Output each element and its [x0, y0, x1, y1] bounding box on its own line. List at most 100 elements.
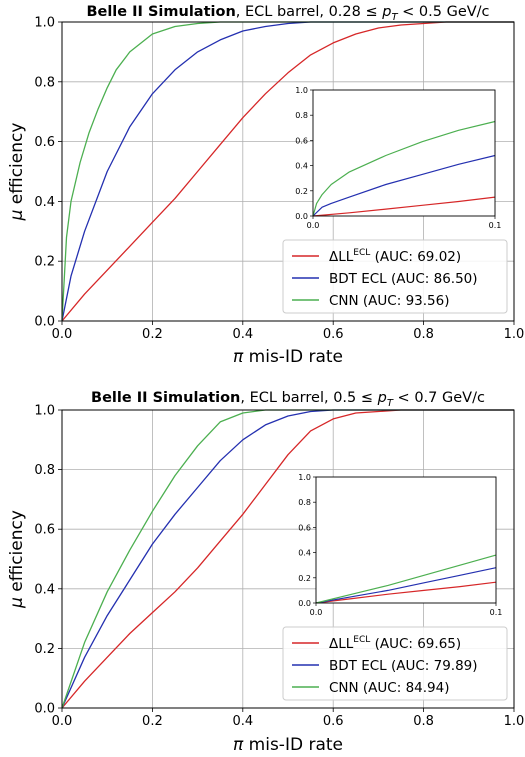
title-variable: p: [377, 390, 387, 406]
legend-name: ΔLL: [329, 636, 354, 652]
y-tick-label: 1.0: [34, 404, 55, 419]
x-tick-label: 0.8: [413, 327, 434, 342]
legend-name: BDT ECL: [329, 271, 387, 287]
series-line-1: [61, 409, 514, 709]
x-axis-symbol: π: [233, 735, 244, 755]
title-tail: < 0.7 GeV/c: [393, 390, 485, 406]
title-subscript: T: [387, 398, 394, 409]
legend-entry-2: BDT ECL (AUC: 86.50): [329, 271, 478, 287]
inset-y-tick-label: 0.0: [298, 599, 311, 608]
legend-box: [282, 239, 508, 314]
x-tick-label: 0.0: [52, 714, 73, 729]
chart-title: Belle II Simulation, ECL barrel, 0.5 ≤ p…: [91, 390, 485, 409]
x-tick-label: 0.2: [142, 714, 163, 729]
x-tick-label: 0.4: [232, 327, 253, 342]
inset-frame: [315, 476, 497, 604]
inset-x-tick-label: 0.1: [490, 608, 503, 617]
y-axis-text: efficiency: [7, 123, 27, 210]
inset-x-tick-label: 0.0: [310, 608, 323, 617]
y-tick-label: 0.2: [34, 642, 55, 657]
inset-y-tick-label: 0.2: [295, 187, 308, 196]
inset-x-tick-label: 0.1: [489, 221, 502, 230]
y-tick-label: 0.4: [34, 582, 55, 597]
y-tick-label: 0.6: [34, 523, 55, 538]
chart-panel-2: 0.0 0.2 0.4 0.6 0.8 1.0 0.0 0.2 0.4 0.6 0.8 1.0 Bell…: [7, 390, 524, 755]
inset-y-tick-label: 0.4: [295, 162, 308, 171]
inset-y-tick-label: 1.0: [295, 86, 308, 95]
inset-y-tick-label: 0.8: [295, 111, 308, 120]
inset-x-tick-label: 0.0: [307, 221, 320, 230]
chart-panel-1: 0.0 0.2 0.4 0.6 0.8 1.0 0.0 0.2 0.4 0.6 0.8 1.0 Bell…: [7, 4, 524, 367]
series-line-2: [61, 409, 514, 709]
title-variable: p: [381, 4, 391, 20]
title-text: , ECL barrel, 0.28 ≤: [236, 4, 382, 20]
legend-name: ΔLL: [329, 249, 354, 265]
legend-superscript: ECL: [353, 635, 370, 645]
chart-title: Belle II Simulation, ECL barrel, 0.28 ≤ …: [86, 4, 489, 23]
x-tick-label: 1.0: [504, 714, 525, 729]
x-axis-label: π mis-ID rate: [233, 347, 343, 367]
title-bold: Belle II Simulation: [91, 390, 240, 406]
legend-auc: (AUC: 79.89): [387, 658, 478, 674]
title-bold: Belle II Simulation: [86, 4, 235, 20]
x-tick-label: 0.2: [142, 327, 163, 342]
title-tail: < 0.5 GeV/c: [398, 4, 490, 20]
y-axis-label: μ efficiency: [7, 123, 27, 222]
y-tick-label: 0.8: [34, 463, 55, 478]
legend: ΔLLECL (AUC: 69.65) BDT ECL (AUC: 79.89) C…: [282, 626, 508, 701]
legend-entry-1: ΔLLECL (AUC: 69.02): [329, 248, 461, 265]
inset-y-tick-label: 0.4: [298, 549, 311, 558]
inset-y-tick-label: 0.6: [295, 136, 308, 145]
x-tick-label: 0.4: [232, 714, 253, 729]
x-tick-label: 0.8: [413, 714, 434, 729]
series-line-3: [61, 21, 514, 322]
plot-frame: [61, 21, 515, 322]
legend-entry-2: BDT ECL (AUC: 79.89): [329, 658, 478, 674]
legend-auc: (AUC: 84.94): [359, 680, 450, 696]
inset-series-line-3: [312, 120, 496, 217]
legend-auc: (AUC: 69.65): [370, 636, 461, 652]
legend-auc: (AUC: 86.50): [387, 271, 478, 287]
legend-auc: (AUC: 93.56): [359, 293, 450, 309]
x-tick-label: 0.6: [323, 327, 344, 342]
legend-entry-3: CNN (AUC: 84.94): [329, 680, 449, 696]
legend-auc: (AUC: 69.02): [370, 249, 461, 265]
x-tick-label: 0.6: [323, 714, 344, 729]
y-tick-label: 0.4: [34, 195, 55, 210]
x-axis-symbol: π: [233, 347, 244, 367]
inset-series-line-3: [315, 554, 497, 604]
legend-name: BDT ECL: [329, 658, 387, 674]
y-axis-label: μ efficiency: [7, 510, 27, 609]
inset-y-tick-label: 0.8: [298, 498, 311, 507]
series-line-3: [61, 409, 514, 709]
legend-entry-1: ΔLLECL (AUC: 69.65): [329, 635, 461, 652]
inset-frame: [312, 89, 496, 217]
x-axis-text: mis-ID rate: [243, 735, 343, 755]
plot-frame: [61, 409, 515, 709]
x-tick-label: 0.0: [52, 327, 73, 342]
x-axis-label: π mis-ID rate: [233, 735, 343, 755]
y-axis-text: efficiency: [7, 510, 27, 597]
legend: ΔLLECL (AUC: 69.02) BDT ECL (AUC: 86.50) C…: [282, 239, 508, 314]
x-tick-label: 1.0: [504, 327, 525, 342]
inset-panel: 0.0 0.1 0.0 0.2 0.4 0.6 0.8 1.0: [295, 86, 501, 230]
inset-y-tick-label: 0.2: [298, 574, 311, 583]
y-tick-label: 0.8: [34, 75, 55, 90]
legend-entry-3: CNN (AUC: 93.56): [329, 293, 449, 309]
inset-series-line-2: [312, 154, 496, 217]
inset-background: [316, 477, 496, 603]
title-subscript: T: [391, 12, 398, 23]
inset-y-tick-label: 0.0: [295, 212, 308, 221]
inset-series-line-1: [315, 581, 497, 604]
legend-box: [282, 626, 508, 701]
y-axis-symbol: μ: [7, 597, 27, 609]
y-tick-label: 0.0: [34, 702, 55, 717]
inset-y-tick-label: 0.6: [298, 523, 311, 532]
y-tick-label: 1.0: [34, 16, 55, 31]
x-axis-text: mis-ID rate: [243, 347, 343, 367]
y-tick-label: 0.6: [34, 135, 55, 150]
inset-series-line-1: [312, 196, 496, 217]
legend-superscript: ECL: [353, 248, 370, 258]
legend-name: CNN: [329, 680, 359, 696]
